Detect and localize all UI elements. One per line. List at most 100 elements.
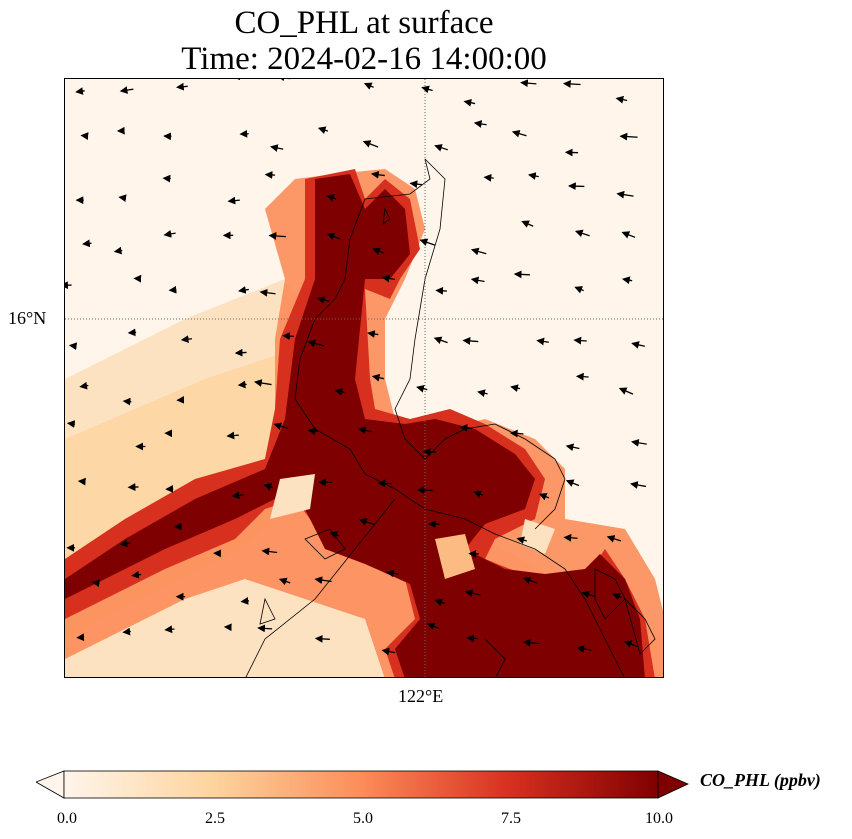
wind-arrow xyxy=(268,232,286,240)
wind-arrow xyxy=(563,533,578,542)
wind-arrow xyxy=(122,397,132,406)
wind-arrow xyxy=(576,645,592,653)
wind-arrow xyxy=(606,535,622,543)
wind-arrow xyxy=(362,140,379,148)
wind-arrow xyxy=(307,339,325,348)
wind-arrow xyxy=(127,328,137,337)
wind-arrow xyxy=(253,379,272,387)
wind-arrow xyxy=(419,238,436,247)
map-title-line2: Time: 2024-02-16 14:00:00 xyxy=(181,41,547,77)
wind-arrow xyxy=(270,144,284,152)
wind-arrow xyxy=(326,232,341,241)
wind-arrow xyxy=(522,638,540,647)
wind-arrow xyxy=(536,337,549,346)
wind-arrow xyxy=(237,380,247,389)
wind-arrow xyxy=(334,388,345,396)
wind-arrow xyxy=(574,286,584,294)
colorbar-tick-label: 0.0 xyxy=(57,810,77,827)
wind-arrow xyxy=(573,336,587,345)
wind-arrow xyxy=(122,627,131,636)
wind-arrow xyxy=(513,270,530,279)
colorbar-extend-high xyxy=(657,770,689,799)
wind-arrow xyxy=(231,491,244,500)
wind-arrow xyxy=(409,180,422,189)
colorbar-body xyxy=(63,770,659,799)
wind-arrow xyxy=(623,640,638,648)
colorbar-tick-label: 2.5 xyxy=(205,810,225,827)
wind-arrow xyxy=(263,483,274,491)
wind-arrow xyxy=(119,86,134,94)
wind-arrow xyxy=(621,231,636,239)
wind-arrow xyxy=(466,634,478,643)
wind-arrow xyxy=(575,372,589,381)
wind-arrow xyxy=(118,194,127,202)
wind-arrow xyxy=(522,576,538,585)
colorbar-tick-label: 10.0 xyxy=(645,810,673,827)
very-high-concentration-region xyxy=(65,174,645,677)
wind-arrow xyxy=(511,129,527,138)
colorbar-extend-low xyxy=(36,770,65,799)
wind-arrow xyxy=(516,536,527,544)
map-title-line1: CO_PHL at surface xyxy=(234,5,494,41)
map-panel[interactable] xyxy=(64,78,664,678)
wind-arrow xyxy=(619,132,638,141)
wind-arrow xyxy=(370,170,385,179)
wind-arrow xyxy=(463,98,476,107)
coastlines xyxy=(245,158,656,677)
latitude-tick-label: 16°N xyxy=(8,308,47,328)
wind-arrow xyxy=(477,389,488,398)
wind-arrow xyxy=(433,336,448,344)
wind-arrow xyxy=(538,493,550,501)
wind-arrow xyxy=(426,622,440,630)
wind-arrow xyxy=(416,486,434,495)
wind-arrow xyxy=(521,220,534,228)
wind-arrow xyxy=(612,593,622,601)
wind-arrow xyxy=(434,598,446,607)
wind-arrow xyxy=(175,82,188,91)
wind-arrow xyxy=(163,229,176,238)
wind-arrow xyxy=(82,239,92,248)
wind-arrow xyxy=(562,80,581,88)
wind-arrow xyxy=(483,173,494,182)
wind-arrow xyxy=(273,422,289,430)
wind-arrow xyxy=(377,479,392,488)
wind-arrow xyxy=(381,274,396,283)
wind-arrow xyxy=(386,569,399,578)
wind-arrow xyxy=(119,539,131,548)
wind-arrow xyxy=(227,196,240,205)
wind-arrow xyxy=(259,288,276,297)
wind-arrow xyxy=(509,429,524,438)
wind-arrow xyxy=(565,479,580,487)
wind-arrow xyxy=(434,144,449,152)
wind-arrow xyxy=(307,427,321,435)
wind-arrow xyxy=(462,337,479,345)
wind-arrow xyxy=(314,634,330,643)
wind-arrow xyxy=(180,335,193,344)
wind-vectors xyxy=(65,79,647,656)
wind-arrow xyxy=(261,547,278,556)
wind-arrow xyxy=(416,384,428,393)
wind-arrow xyxy=(459,424,473,432)
wind-arrow xyxy=(314,576,332,584)
wind-arrow xyxy=(80,132,89,140)
wind-arrow xyxy=(234,348,247,357)
wind-arrow xyxy=(372,247,384,255)
wind-arrow xyxy=(316,296,330,304)
wind-arrow xyxy=(435,286,447,295)
wind-arrow xyxy=(621,276,633,285)
wind-arrow xyxy=(75,87,85,95)
wind-arrow xyxy=(631,341,645,349)
light-gap-region xyxy=(270,474,315,519)
colorbar-title: CO_PHL (ppbv) xyxy=(700,770,821,790)
wind-arrow xyxy=(329,531,340,539)
wind-arrow xyxy=(527,172,539,180)
colorbar-tick-label: 5.0 xyxy=(353,810,373,827)
wind-arrow xyxy=(574,229,590,238)
wind-arrow xyxy=(240,597,250,605)
wind-arrow xyxy=(615,95,628,104)
wind-arrow xyxy=(473,120,487,128)
wind-arrow xyxy=(565,443,580,452)
wind-arrow xyxy=(630,481,647,489)
light-gap-region xyxy=(520,519,555,554)
wind-arrow xyxy=(381,647,396,656)
